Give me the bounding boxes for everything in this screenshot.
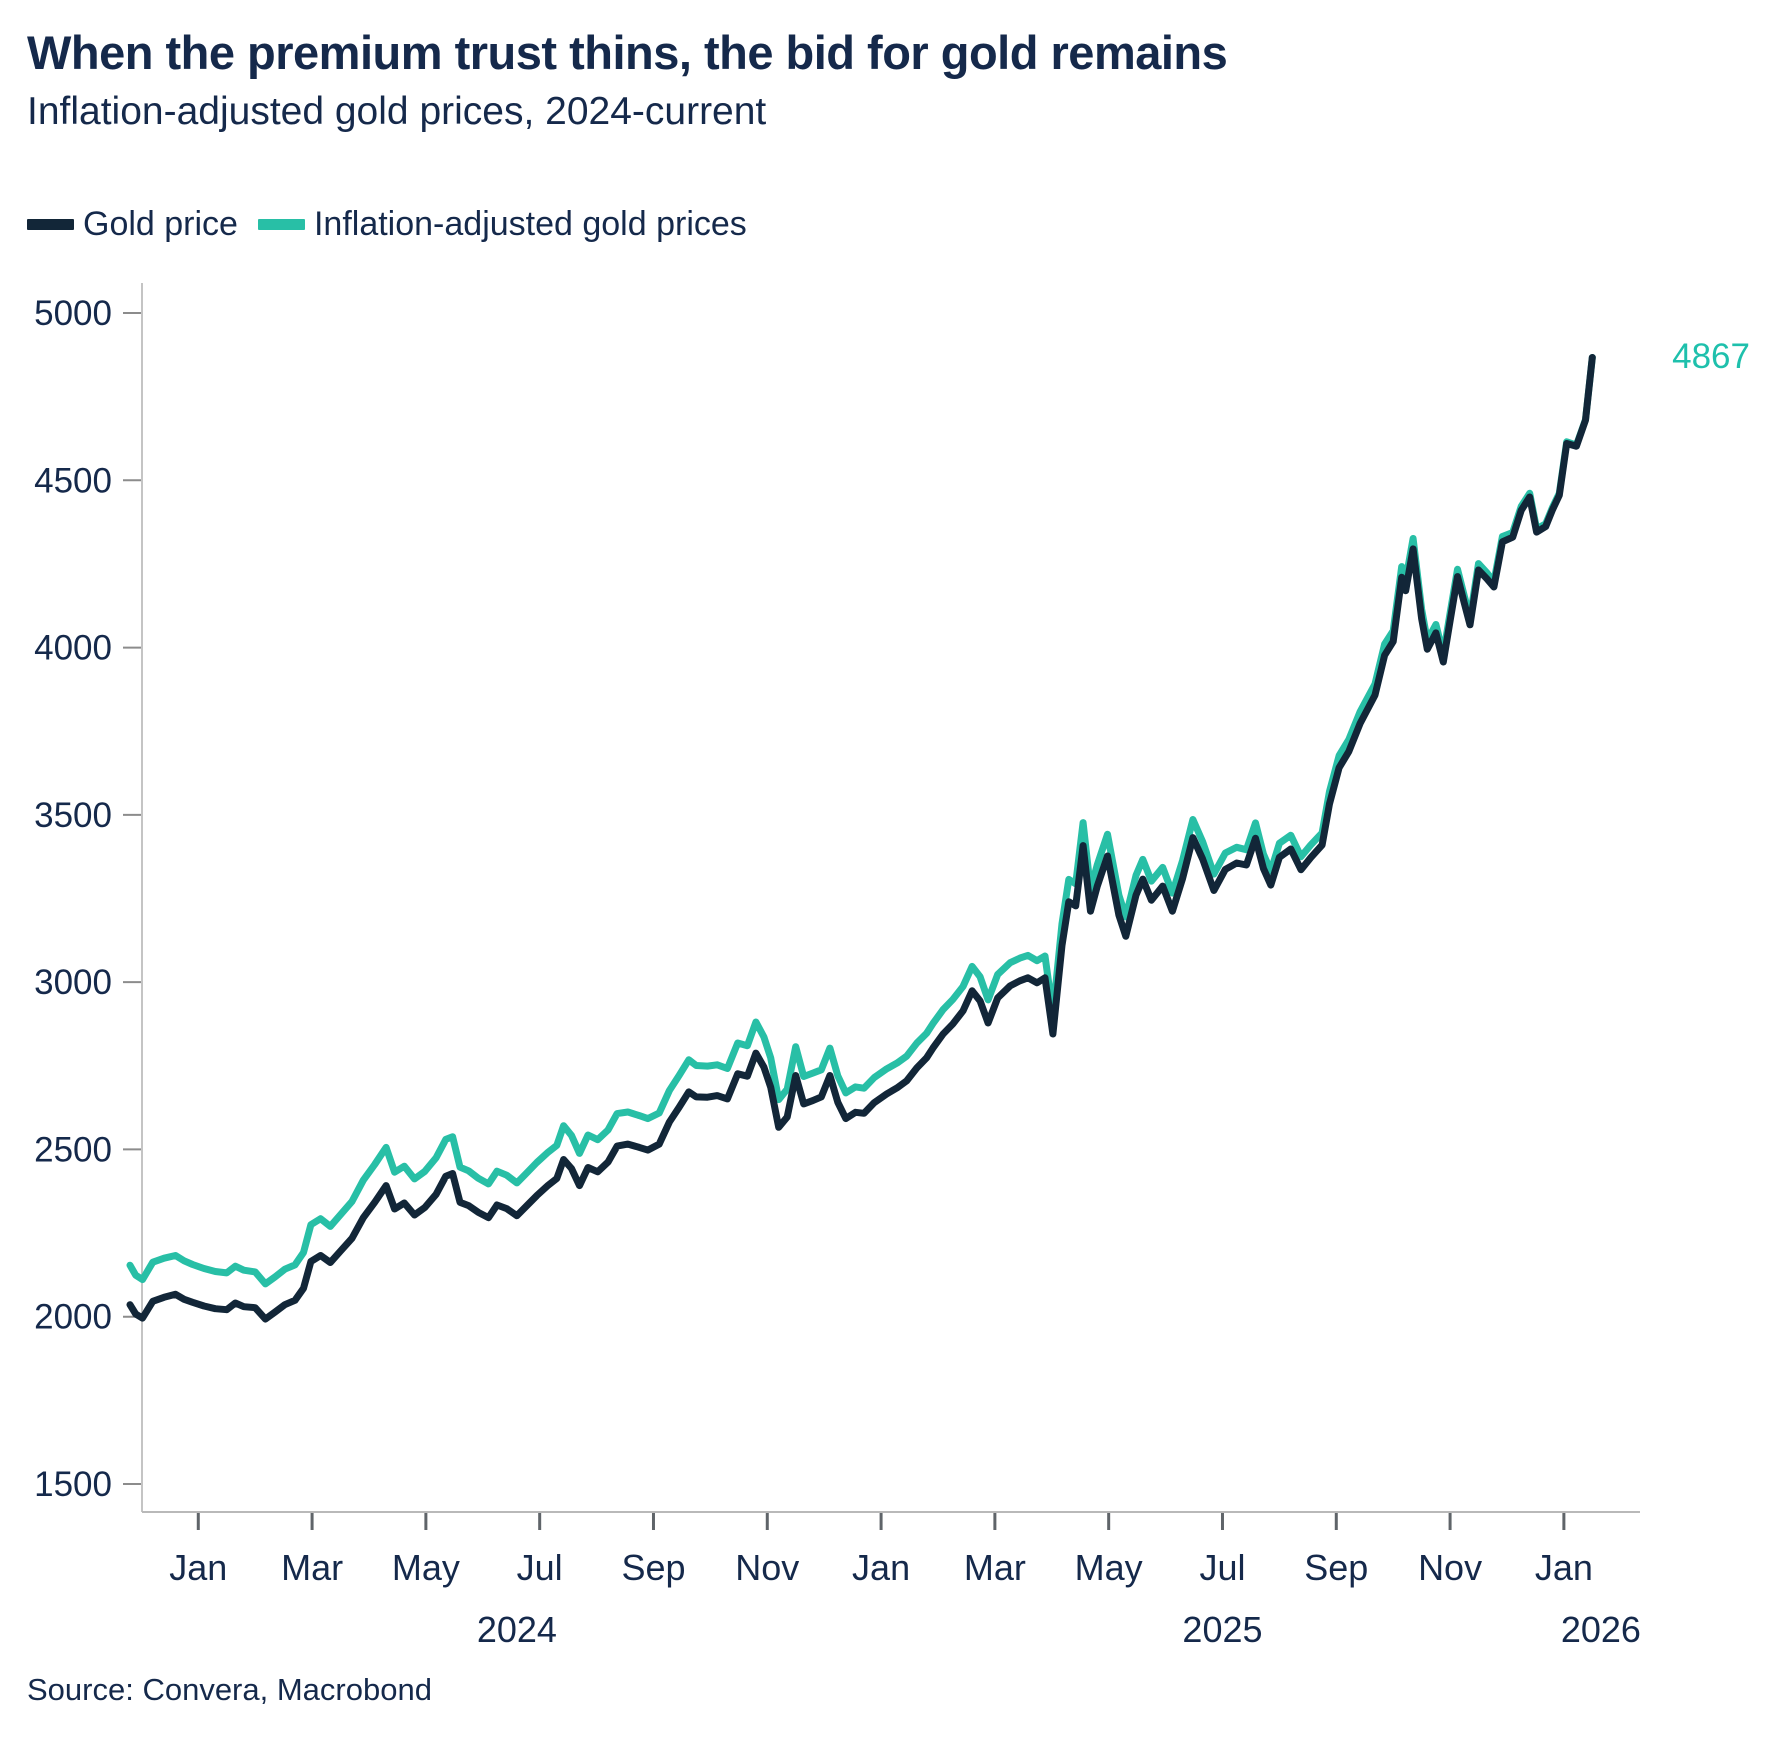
x-tick-label: Mar xyxy=(964,1547,1026,1588)
axes xyxy=(141,283,1640,1513)
legend: Gold price Inflation-adjusted gold price… xyxy=(27,205,747,244)
inflation-adjusted-swatch-icon xyxy=(257,219,305,230)
x-tick-label: May xyxy=(392,1547,460,1588)
gold-price-swatch-icon xyxy=(27,219,74,230)
y-tick-label: 2000 xyxy=(34,1298,112,1337)
year-label: 2025 xyxy=(1182,1609,1262,1650)
legend-item-gold-price: Gold price xyxy=(27,205,238,244)
x-tick-label: Nov xyxy=(735,1547,799,1588)
x-tick-label: Sep xyxy=(621,1547,685,1588)
y-tick-label: 3500 xyxy=(34,796,112,835)
legend-label-inflation-adjusted: Inflation-adjusted gold prices xyxy=(313,205,747,243)
page-subtitle: Inflation-adjusted gold prices, 2024-cur… xyxy=(27,90,767,134)
x-tick-label: May xyxy=(1075,1547,1143,1588)
x-tick-label: Mar xyxy=(281,1547,343,1588)
y-tick-label: 4500 xyxy=(34,461,112,500)
x-tick-label: Jan xyxy=(852,1547,910,1588)
y-tick-label: 2500 xyxy=(34,1130,112,1169)
x-tick-label: Sep xyxy=(1304,1547,1368,1588)
year-label: 2026 xyxy=(1561,1609,1641,1650)
x-tick-label: Jul xyxy=(1199,1547,1245,1588)
last-value-label: 4867 xyxy=(1672,337,1750,376)
x-tick-label: Jan xyxy=(1535,1547,1593,1588)
x-axis-labels: Jan Mar May Jul Sep Nov Jan Mar May Jul Sep Nov Jan xyxy=(169,1513,1593,1588)
year-label: 2024 xyxy=(477,1609,557,1650)
legend-label-gold-price: Gold price xyxy=(83,205,238,243)
source-note: Source: Convera, Macrobond xyxy=(27,1672,432,1707)
y-axis-labels: 5000 4500 4000 3500 3000 2500 2000 1500 xyxy=(34,294,141,1504)
y-tick-label: 5000 xyxy=(34,294,112,333)
x-tick-label: Jul xyxy=(517,1547,563,1588)
y-tick-label: 1500 xyxy=(34,1465,112,1504)
page-title: When the premium trust thins, the bid fo… xyxy=(27,26,1228,79)
x-tick-label: Nov xyxy=(1418,1547,1482,1588)
x-tick-label: Jan xyxy=(169,1547,227,1588)
y-tick-label: 3000 xyxy=(34,963,112,1002)
legend-item-inflation-adjusted: Inflation-adjusted gold prices xyxy=(257,205,747,244)
gold-price-line xyxy=(126,354,1596,1323)
header: When the premium trust thins, the bid fo… xyxy=(27,26,1757,135)
y-tick-label: 4000 xyxy=(34,629,112,668)
inflation-adjusted-line xyxy=(126,354,1596,1288)
